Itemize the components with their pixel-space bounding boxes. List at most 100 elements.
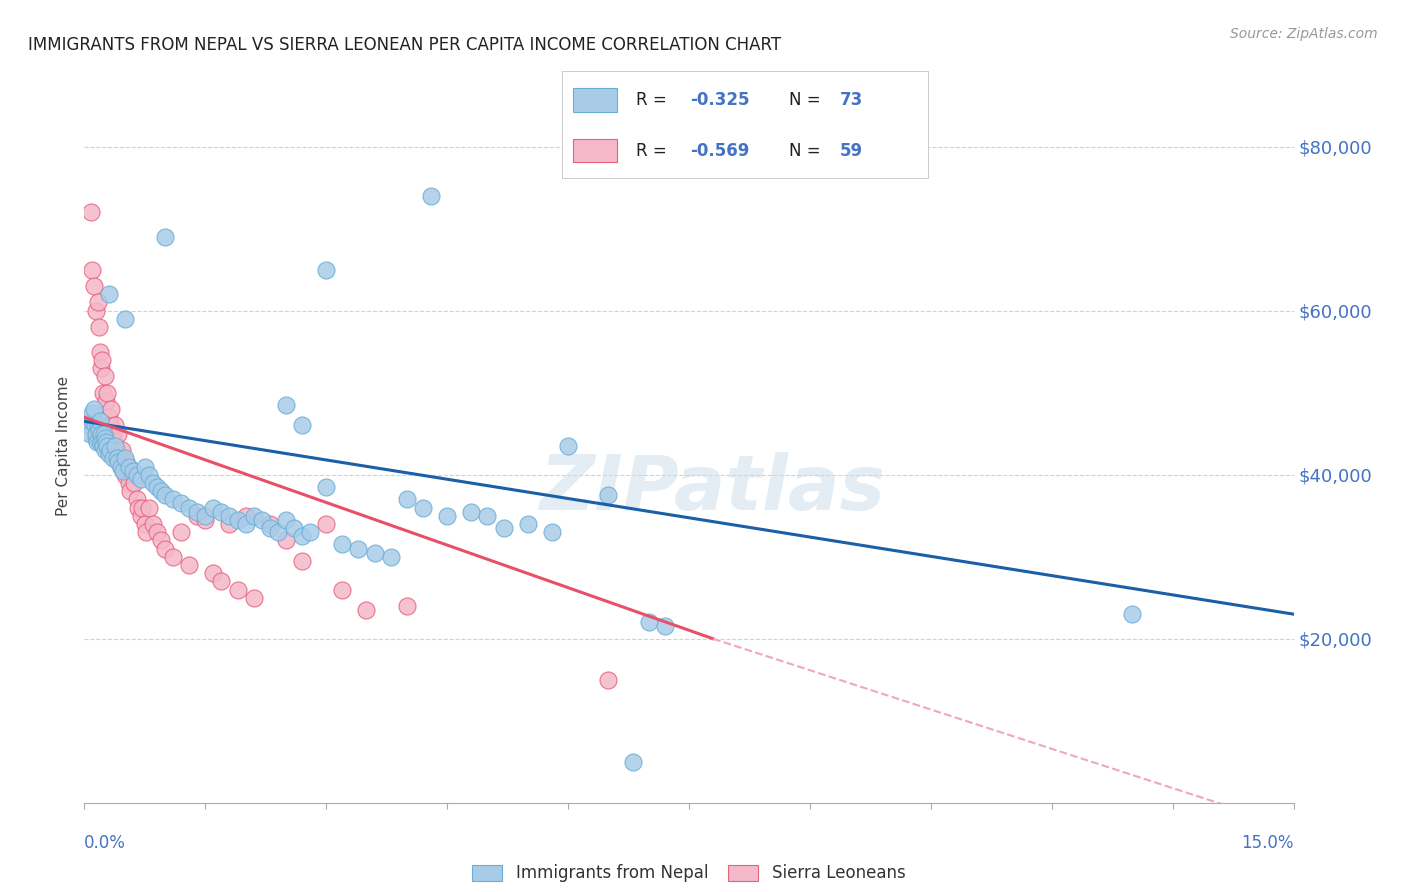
Point	[142, 516, 165, 531]
Point	[242, 591, 264, 605]
Point	[134, 459, 156, 474]
Point	[93, 426, 115, 441]
Point	[291, 418, 314, 433]
Point	[107, 455, 129, 469]
Point	[80, 414, 103, 428]
Point	[170, 525, 193, 540]
Point	[94, 393, 117, 408]
Point	[114, 451, 136, 466]
Point	[87, 295, 110, 310]
Point	[101, 451, 124, 466]
FancyBboxPatch shape	[574, 88, 617, 112]
Point	[460, 505, 482, 519]
Point	[82, 262, 104, 277]
Point	[93, 369, 115, 384]
Point	[84, 431, 107, 445]
Point	[87, 320, 110, 334]
Point	[330, 537, 353, 551]
Point	[637, 615, 659, 630]
Point	[146, 480, 169, 494]
Point	[621, 755, 644, 769]
Point	[110, 459, 132, 474]
Point	[598, 673, 620, 687]
Point	[235, 508, 257, 523]
Point	[83, 418, 105, 433]
Text: 0.0%: 0.0%	[84, 834, 127, 852]
Text: 59: 59	[841, 142, 863, 160]
Point	[142, 475, 165, 490]
Text: Source: ZipAtlas.com: Source: ZipAtlas.com	[1230, 27, 1378, 41]
Point	[194, 508, 217, 523]
Text: -0.325: -0.325	[690, 91, 749, 109]
Point	[380, 549, 402, 564]
Point	[153, 488, 176, 502]
Point	[111, 443, 134, 458]
Point	[274, 533, 297, 548]
Point	[135, 525, 157, 540]
Point	[274, 513, 297, 527]
Point	[121, 467, 143, 482]
Point	[202, 500, 225, 515]
Point	[209, 574, 232, 589]
Point	[94, 434, 117, 449]
Point	[125, 467, 148, 482]
Point	[299, 525, 322, 540]
Point	[105, 443, 128, 458]
Text: 73: 73	[841, 91, 863, 109]
Text: ZIPatlas: ZIPatlas	[540, 452, 886, 525]
Point	[149, 533, 172, 548]
Point	[146, 525, 169, 540]
Point	[194, 513, 217, 527]
Point	[115, 455, 138, 469]
Point	[89, 344, 111, 359]
Point	[598, 488, 620, 502]
Point	[226, 582, 249, 597]
Point	[79, 426, 101, 441]
Point	[291, 529, 314, 543]
Point	[101, 426, 124, 441]
Point	[118, 459, 141, 474]
Point	[120, 484, 142, 499]
Point	[87, 418, 110, 433]
Point	[138, 500, 160, 515]
Point	[98, 418, 121, 433]
Point	[179, 500, 201, 515]
Point	[86, 303, 108, 318]
Point	[98, 443, 121, 458]
Point	[330, 582, 353, 597]
Point	[129, 472, 152, 486]
Point	[186, 505, 208, 519]
Point	[97, 447, 120, 461]
Point	[395, 599, 418, 613]
Point	[179, 558, 201, 572]
Point	[267, 525, 290, 540]
Point	[242, 508, 264, 523]
Point	[104, 418, 127, 433]
Point	[96, 385, 118, 400]
Point	[86, 434, 108, 449]
Text: IMMIGRANTS FROM NEPAL VS SIERRA LEONEAN PER CAPITA INCOME CORRELATION CHART: IMMIGRANTS FROM NEPAL VS SIERRA LEONEAN …	[28, 36, 782, 54]
Point	[218, 516, 240, 531]
Point	[209, 505, 232, 519]
Point	[87, 423, 110, 437]
Point	[86, 426, 108, 441]
Point	[492, 521, 515, 535]
Point	[83, 402, 105, 417]
Point	[153, 230, 176, 244]
Point	[82, 406, 104, 420]
Point	[103, 434, 125, 449]
Point	[259, 521, 281, 535]
Point	[202, 566, 225, 581]
Point	[291, 554, 314, 568]
Point	[315, 480, 337, 494]
Point	[162, 549, 184, 564]
Legend: Immigrants from Nepal, Sierra Leoneans: Immigrants from Nepal, Sierra Leoneans	[467, 859, 911, 888]
Point	[89, 434, 111, 449]
Text: R =: R =	[636, 91, 672, 109]
Point	[250, 513, 273, 527]
Point	[125, 492, 148, 507]
Point	[347, 541, 370, 556]
Point	[127, 500, 149, 515]
Point	[91, 352, 114, 367]
Point	[93, 431, 115, 445]
